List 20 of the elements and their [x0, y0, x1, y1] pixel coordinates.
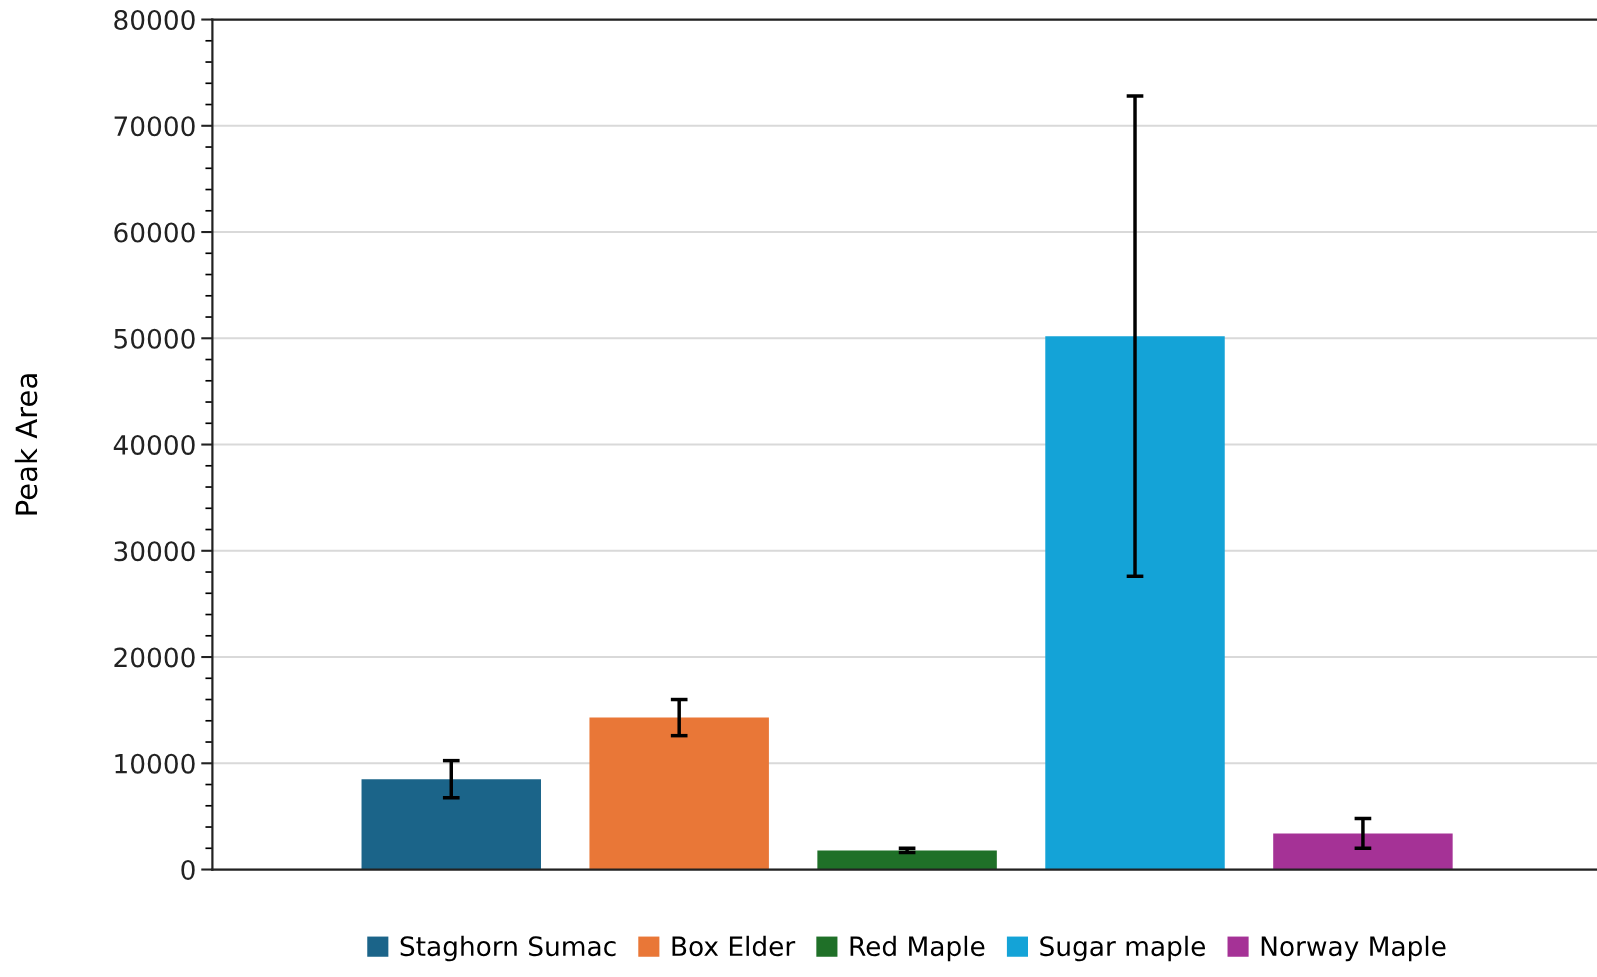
legend-label: Sugar maple	[1040, 935, 1205, 962]
y-tick-label: 20000	[114, 647, 195, 668]
y-tick-label: 50000	[114, 328, 195, 349]
legend-label: Staghorn Sumac	[400, 935, 616, 962]
y-tick-label: 40000	[113, 434, 195, 455]
bar	[361, 779, 541, 870]
y-tick-label: 70000	[114, 116, 195, 137]
y-tick-label: 30000	[114, 541, 195, 562]
legend-label: Box Elder	[672, 935, 796, 957]
bar	[817, 850, 997, 870]
legend-label: Red Maple	[850, 935, 985, 962]
bar	[589, 717, 769, 870]
y-tick-label: 80000	[114, 9, 195, 30]
y-tick-label: 0	[181, 859, 195, 880]
y-tick-label: 60000	[114, 222, 195, 243]
y-axis-title: Peak Area	[14, 374, 38, 515]
bar	[1045, 336, 1225, 870]
legend-label: Norway Maple	[1261, 935, 1446, 962]
bar	[1273, 833, 1453, 870]
y-tick-label: 10000	[115, 753, 195, 774]
